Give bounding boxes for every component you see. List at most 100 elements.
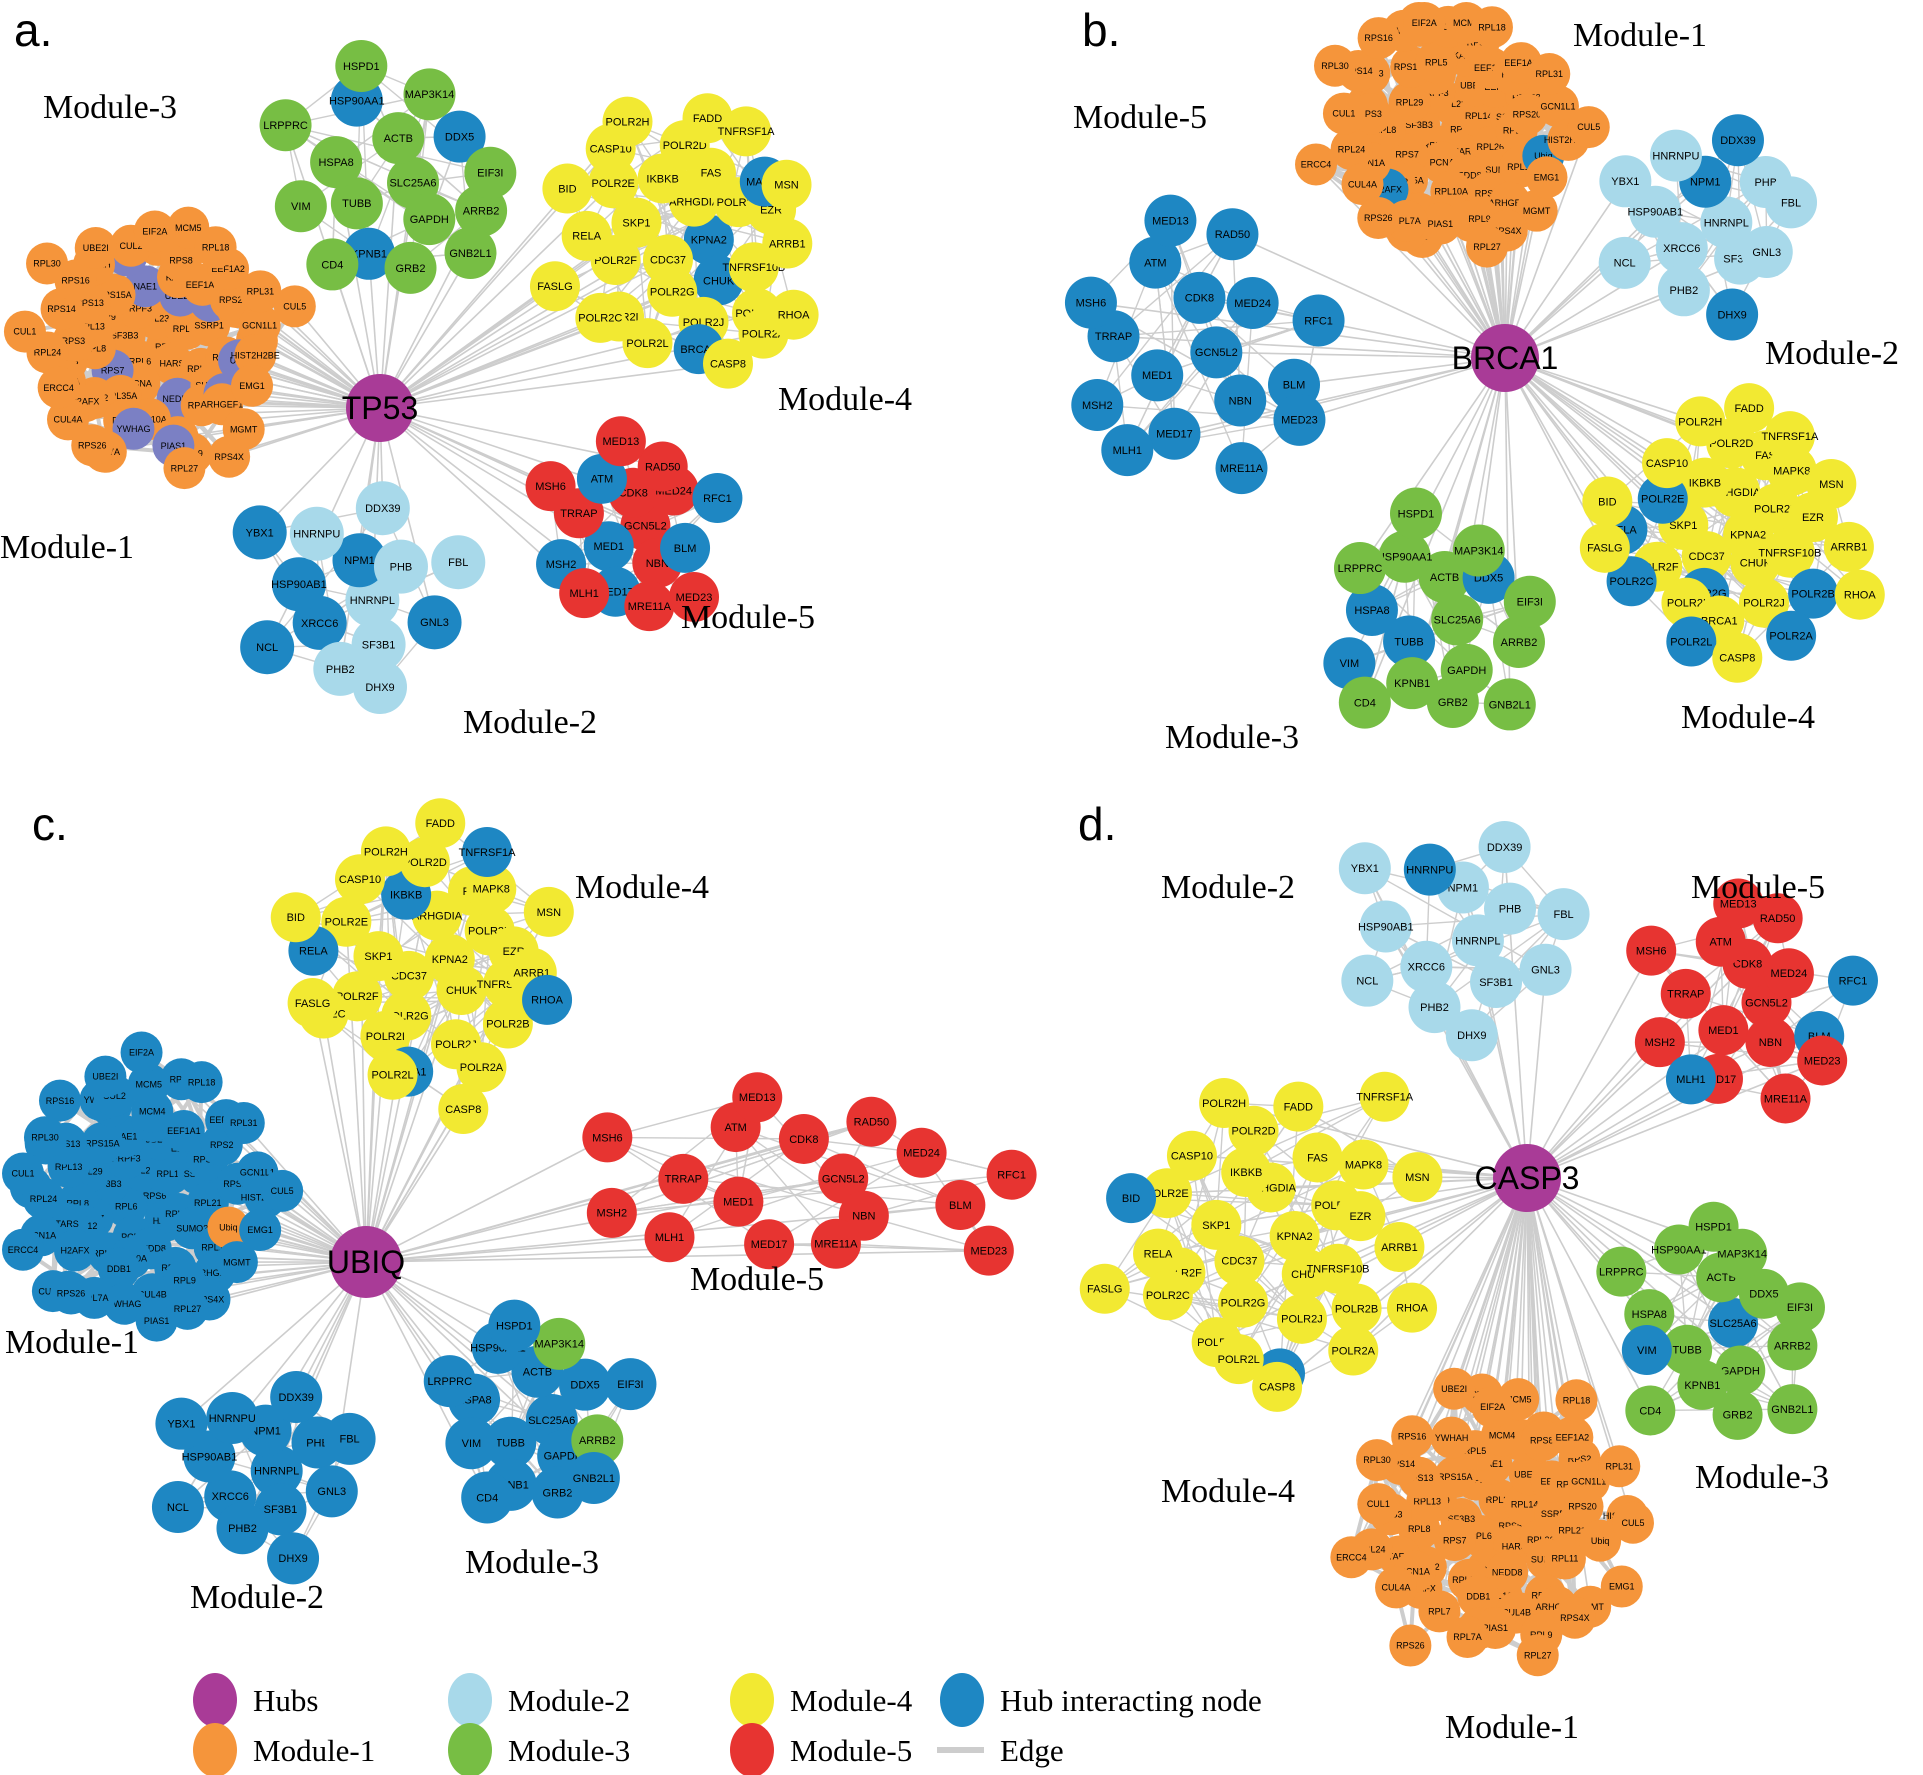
node-label: HNRNPU: [1652, 150, 1699, 162]
node-YBX1: YBX1: [1599, 155, 1652, 208]
node-EIF2A: EIF2A: [133, 210, 176, 253]
node-RPS4X: RPS4X: [1553, 1596, 1596, 1639]
node-MLH1: MLH1: [1101, 424, 1154, 477]
node-label: RPS15A: [85, 1138, 120, 1148]
node-label: MLH1: [1676, 1074, 1705, 1086]
node-DHX9: DHX9: [1706, 288, 1759, 341]
node-POLR2L: POLR2L: [1666, 616, 1717, 667]
node-label: POLR2D: [1232, 1126, 1276, 1138]
edge: [379, 121, 629, 409]
node-label: GAPDH: [1721, 1365, 1760, 1377]
edge: [1337, 1177, 1528, 1270]
node-label: HSPD1: [1695, 1222, 1732, 1234]
node-label: POLR2B: [486, 1018, 529, 1030]
node-label: KPNA2: [1277, 1231, 1313, 1243]
node-ERCC4: ERCC4: [1330, 1536, 1373, 1579]
node-label: POLR2A: [742, 328, 786, 340]
panel-letter: a.: [14, 4, 52, 56]
node-label: KPNB1: [1394, 678, 1430, 690]
node-ATM: ATM: [1129, 236, 1182, 289]
node-POLR2H: POLR2H: [1675, 396, 1726, 447]
node-label: GAPDH: [544, 1451, 583, 1463]
node-label: POLR2B: [1335, 1303, 1378, 1315]
node-label: RPL30: [33, 259, 61, 269]
node-MGMT: MGMT: [215, 1241, 258, 1284]
node-label: GCN5L2: [624, 521, 667, 533]
node-label: HNRNPL: [1455, 935, 1500, 947]
node-POLR2C: POLR2C: [1142, 1270, 1193, 1321]
node-label: RPL30: [1363, 1455, 1391, 1465]
node-MAP3K14: MAP3K14: [533, 1317, 586, 1370]
node-label: HSP90AB1: [182, 1451, 238, 1463]
node-label: TNFRSF1A: [459, 847, 517, 859]
node-label: POLR2G: [650, 287, 695, 299]
node-UBE2I: UBE2I: [1433, 1367, 1476, 1410]
node-POLR2L: POLR2L: [367, 1049, 418, 1100]
node-label: RPS14: [47, 304, 76, 314]
node-RPL10A: RPL10A: [1430, 170, 1473, 213]
node-label: MRE11A: [1764, 1093, 1808, 1105]
node-GNB2L1: GNB2L1: [444, 227, 497, 280]
node-ERCC4: ERCC4: [37, 366, 80, 409]
module-label: Module-4: [778, 381, 912, 418]
node-label: RPS13: [75, 298, 104, 308]
node-CUL5: CUL5: [273, 285, 316, 328]
nodes-layer: KPNA2CDC37ARHGDIACHUKSKP1POLR2KPOLR2GIKB…: [2, 798, 1037, 1585]
legend-label: Module-1: [253, 1733, 375, 1768]
node-label: XRCC6: [301, 618, 338, 630]
node-MAP3K14: MAP3K14: [1452, 524, 1505, 577]
node-ATM: ATM: [1695, 916, 1746, 967]
legend-swatch: [193, 1673, 237, 1727]
node-CASP8: CASP8: [438, 1084, 489, 1135]
node-label: XRCC6: [212, 1491, 249, 1503]
node-label: POLR2C: [1610, 576, 1654, 588]
node-CASP10: CASP10: [1166, 1130, 1217, 1181]
node-label: RPL11: [1507, 162, 1534, 172]
node-label: RPL5: [1425, 57, 1448, 67]
node-label: PHB2: [1670, 285, 1699, 297]
node-label: MSH6: [1076, 297, 1107, 309]
module-label: Module-4: [1161, 1473, 1295, 1510]
node-label: ARRB2: [1501, 637, 1538, 649]
node-label: HSPD1: [1398, 508, 1435, 520]
hub-label: BRCA1: [1452, 340, 1559, 376]
node-EEF1A1: EEF1A1: [162, 1109, 205, 1152]
edge: [1097, 404, 1300, 421]
node-GCN5L2: GCN5L2: [818, 1153, 869, 1204]
node-GNB2L1: GNB2L1: [1483, 678, 1536, 731]
node-label: HNRNPL: [350, 595, 395, 607]
panel-letter: d.: [1078, 798, 1116, 850]
legend-item-module-3: Module-3: [448, 1723, 630, 1775]
node-label: POLR2E: [1641, 494, 1684, 506]
node-label: MRE11A: [628, 601, 672, 613]
node-label: GRB2: [543, 1487, 573, 1499]
node-label: MSH2: [1645, 1037, 1676, 1049]
node-label: EEF1A1: [1474, 63, 1508, 73]
node-label: IKBKB: [646, 173, 678, 185]
node-ARRB2: ARRB2: [1767, 1320, 1818, 1371]
node-label: POLR2A: [460, 1062, 504, 1074]
node-label: CASP8: [710, 358, 746, 370]
node-label: TRRAP: [1095, 331, 1132, 343]
node-POLR2H: POLR2H: [360, 826, 411, 877]
node-ARRB2: ARRB2: [1492, 615, 1545, 668]
node-label: HARS: [1502, 1541, 1527, 1551]
node-label: MED24: [903, 1148, 940, 1160]
node-label: RPL30: [31, 1132, 59, 1142]
node-label: MED23: [1804, 1055, 1841, 1067]
node-RPL31: RPL31: [239, 270, 282, 313]
node-PHB: PHB: [373, 539, 428, 594]
node-label: MRE11A: [1220, 463, 1264, 475]
node-MSH2: MSH2: [1071, 378, 1124, 431]
node-label: ARRB2: [579, 1435, 616, 1447]
node-label: RPL14: [157, 1169, 185, 1179]
node-label: MED24: [1234, 298, 1271, 310]
node-label: HSPA8: [1632, 1309, 1667, 1321]
node-label: CASP10: [1171, 1151, 1213, 1163]
node-RFC1: RFC1: [692, 473, 743, 524]
node-label: RPS26: [1396, 1641, 1425, 1651]
node-MED1: MED1: [1698, 1005, 1749, 1056]
edge: [1154, 262, 1176, 434]
node-label: EIF3I: [1517, 597, 1543, 609]
edge: [1223, 1102, 1528, 1179]
